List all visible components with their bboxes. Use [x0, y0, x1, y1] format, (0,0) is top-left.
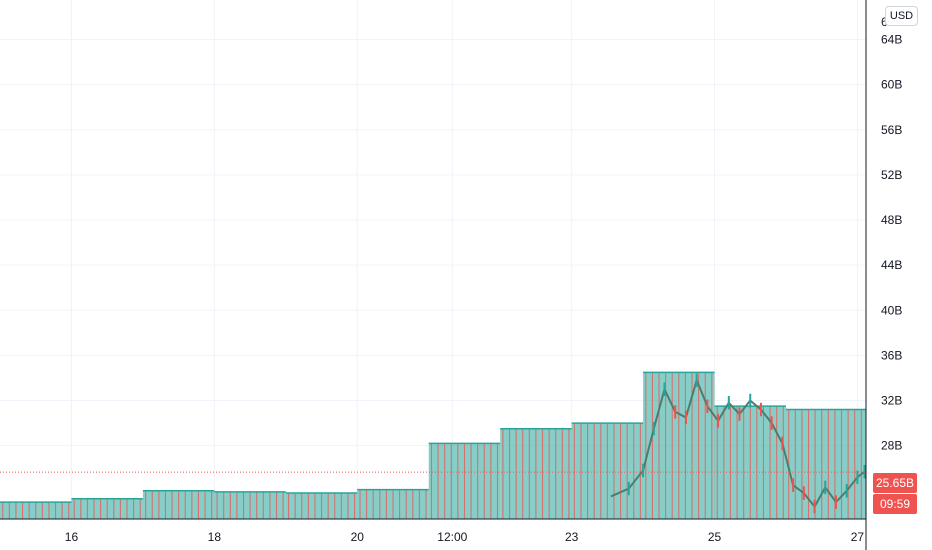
grid-layer	[0, 0, 866, 519]
x-tick-label: 25	[708, 530, 722, 544]
x-tick-label: 23	[565, 530, 579, 544]
columns-layer	[0, 371, 866, 519]
column-bar	[71, 497, 143, 519]
x-tick-label: 18	[208, 530, 222, 544]
x-tick-label: 20	[351, 530, 365, 544]
column-bar	[142, 490, 215, 519]
last-price-label: 25.65B	[873, 473, 917, 493]
column-bar	[643, 371, 715, 519]
column-bar	[571, 422, 644, 519]
column-bar	[285, 492, 358, 519]
x-tick-label: 16	[65, 530, 79, 544]
column-bar	[714, 405, 786, 519]
column-bar	[357, 488, 429, 519]
axis-layer: 28B 32B 36B 40B 44B 48B 52B 56B 60B 64B 6 16 18 20 12:…	[0, 0, 902, 550]
column-bar	[500, 427, 572, 519]
column-bar	[428, 442, 501, 519]
y-tick-label: 44B	[881, 258, 902, 272]
column-bar	[214, 491, 286, 519]
currency-button[interactable]: USD	[885, 6, 918, 26]
y-tick-label-partial: 6	[881, 15, 888, 29]
column-bar	[0, 501, 72, 519]
x-tick-label: 12:00	[437, 530, 467, 544]
y-tick-label: 32B	[881, 394, 902, 408]
x-tick-label: 27	[851, 530, 865, 544]
price-series-line	[610, 377, 866, 509]
y-tick-label: 48B	[881, 213, 902, 227]
y-tick-label: 56B	[881, 123, 902, 137]
column-bar	[785, 408, 866, 519]
y-tick-label: 52B	[881, 168, 902, 182]
y-tick-label: 60B	[881, 78, 902, 92]
y-tick-label: 28B	[881, 439, 902, 453]
price-line-layer	[0, 373, 866, 514]
bar-countdown-label: 09:59	[873, 494, 917, 514]
y-tick-label: 36B	[881, 348, 902, 362]
y-tick-label: 40B	[881, 303, 902, 317]
y-tick-label: 64B	[881, 32, 902, 46]
